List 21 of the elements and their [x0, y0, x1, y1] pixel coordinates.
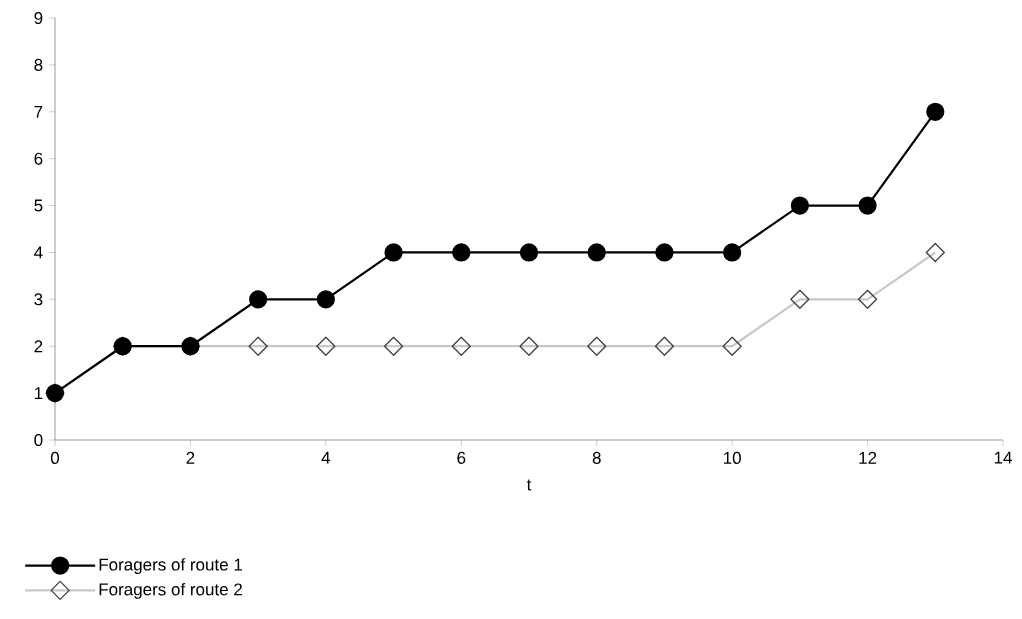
y-tick-label: 0: [34, 433, 43, 447]
x-tick-label: 0: [50, 451, 60, 464]
y-tick-label: 7: [34, 105, 43, 118]
x-tick-label: 8: [592, 451, 601, 464]
x-tick-label: 14: [994, 451, 1012, 464]
x-tick-label: 4: [321, 451, 331, 464]
y-tick-label: 4: [34, 246, 43, 259]
x-tick-label: 6: [457, 451, 466, 464]
y-tick-label: 6: [34, 152, 43, 165]
x-tick-label: 2: [186, 451, 195, 464]
y-tick-label: 2: [34, 340, 43, 353]
x-axis-title: t: [526, 479, 532, 491]
legend-label: Foragers of route 2: [99, 582, 242, 599]
legend-label: Foragers of route 1: [99, 558, 242, 574]
x-tick-label: 10: [723, 451, 741, 464]
y-tick-label: 3: [34, 293, 43, 306]
x-tick-label: 12: [859, 451, 877, 464]
y-tick-label: 1: [34, 387, 43, 399]
y-tick-label: 5: [34, 199, 43, 212]
y-tick-label: 9: [34, 11, 43, 25]
y-tick-label: 8: [34, 58, 43, 71]
